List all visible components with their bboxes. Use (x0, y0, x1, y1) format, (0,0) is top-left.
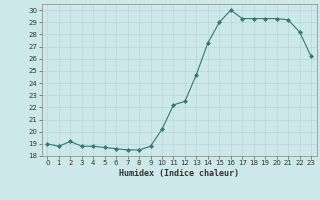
X-axis label: Humidex (Indice chaleur): Humidex (Indice chaleur) (119, 169, 239, 178)
